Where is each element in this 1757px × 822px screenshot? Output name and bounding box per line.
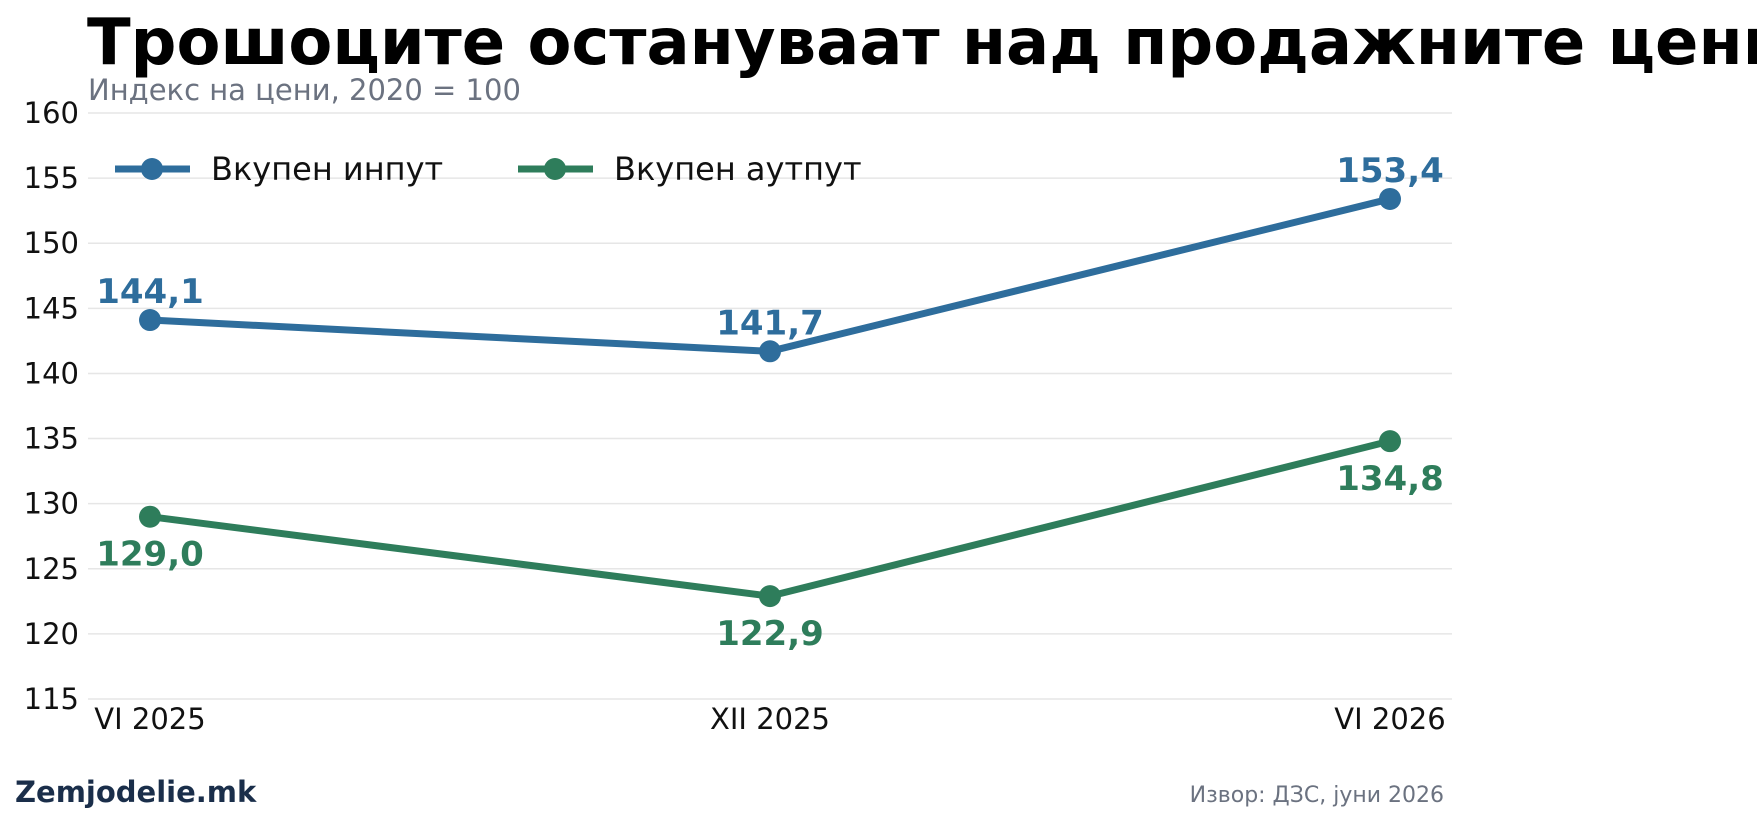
brand-logo: Zemjodelie.mk — [15, 775, 257, 809]
data-label: 122,9 — [716, 614, 824, 654]
chart-title: Трошоците остануваат над продажните цени — [87, 6, 1757, 80]
legend-label: Вкупен инпут — [211, 150, 443, 188]
legend-swatch-marker — [544, 158, 566, 180]
legend: Вкупен инпут Вкупен аутпут — [115, 150, 862, 188]
y-tick-label: 125 — [24, 552, 79, 586]
y-tick-label: 140 — [24, 356, 79, 390]
y-tick-label: 145 — [24, 291, 79, 325]
y-tick-label: 135 — [24, 422, 79, 456]
grid-lines — [88, 112, 1452, 700]
y-tick-label: 115 — [24, 682, 79, 716]
chart-subtitle: Индекс на цени, 2020 = 100 — [88, 73, 521, 107]
data-label: 134,8 — [1336, 459, 1444, 499]
y-tick-label: 160 — [24, 96, 79, 130]
data-point — [139, 309, 161, 332]
data-point — [759, 340, 781, 363]
legend-item: Вкупен инпут — [115, 150, 443, 188]
data-point — [1379, 187, 1401, 210]
data-label: 153,4 — [1336, 151, 1444, 191]
x-tick-label: VI 2026 — [1334, 702, 1445, 736]
x-tick-label: VI 2025 — [94, 702, 205, 736]
series-group: 144,1 141,7 153,4 129,0 122,9 134,8 — [96, 151, 1444, 654]
y-axis-ticks: 115 120 125 130 135 140 145 150 155 160 — [24, 96, 79, 716]
y-tick-label: 155 — [24, 161, 79, 195]
legend-item: Вкупен аутпут — [518, 150, 862, 188]
source-note: Извор: ДЗС, јуни 2026 — [1190, 783, 1444, 808]
data-label: 144,1 — [96, 272, 204, 312]
x-axis-ticks: VI 2025 XII 2025 VI 2026 — [94, 702, 1445, 736]
data-point — [1379, 430, 1401, 453]
x-tick-label: XII 2025 — [710, 702, 830, 736]
data-point — [139, 505, 161, 528]
y-tick-label: 120 — [24, 617, 79, 651]
y-tick-label: 130 — [24, 487, 79, 521]
data-point — [759, 585, 781, 608]
series-line — [146, 437, 1394, 600]
data-label: 129,0 — [96, 535, 204, 575]
y-tick-label: 150 — [24, 226, 79, 260]
legend-label: Вкупен аутпут — [614, 150, 862, 188]
data-label: 141,7 — [716, 303, 824, 343]
legend-swatch-marker — [141, 158, 163, 180]
